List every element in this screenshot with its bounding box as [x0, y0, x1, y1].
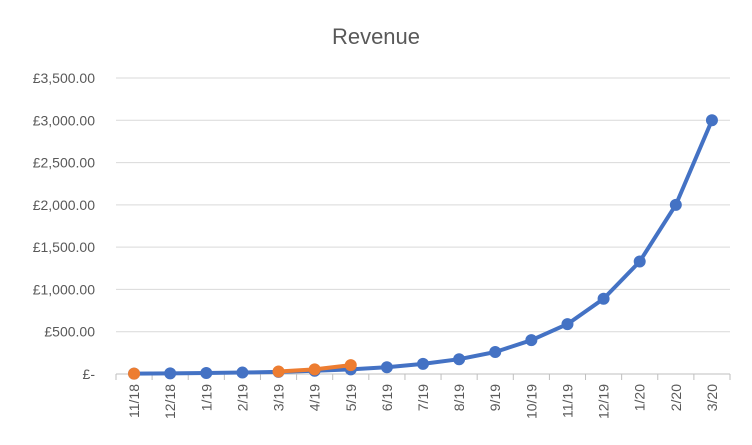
- x-tick-label: 7/19: [415, 384, 431, 411]
- data-point: [561, 318, 574, 331]
- data-point: [308, 363, 321, 376]
- x-tick-label: 2/19: [234, 384, 250, 411]
- x-tick-label: 3/19: [271, 384, 287, 411]
- data-point: [164, 367, 177, 380]
- data-point: [417, 357, 429, 370]
- x-tick-label: 10/19: [523, 384, 539, 419]
- data-series: [128, 114, 718, 380]
- y-tick-label: £2,000.00: [33, 197, 95, 213]
- x-tick-label: 1/20: [632, 384, 648, 411]
- y-axis-tick-labels: £- £500.00 £1,000.00 £1,500.00 £2,000.00 £2,5…: [33, 70, 96, 382]
- data-point: [597, 292, 610, 305]
- x-tick-label: 3/20: [704, 384, 720, 411]
- series-0: [128, 114, 718, 380]
- series-1: [128, 359, 357, 380]
- data-point: [669, 198, 682, 211]
- y-tick-label: £1,000.00: [33, 281, 95, 297]
- y-tick-label: £2,500.00: [33, 155, 95, 171]
- y-tick-label: £500.00: [44, 324, 95, 340]
- data-point: [705, 114, 718, 127]
- x-tick-label: 1/19: [198, 384, 214, 411]
- x-tick-label: 4/19: [307, 384, 323, 411]
- data-point: [128, 367, 141, 380]
- x-tick-label: 11/19: [559, 384, 575, 418]
- gridlines: [116, 77, 730, 333]
- data-point: [272, 365, 285, 378]
- data-point: [453, 353, 466, 366]
- x-tick-label: 11/18: [126, 384, 142, 418]
- x-tick-label: 6/19: [379, 384, 395, 411]
- data-point: [380, 361, 393, 374]
- x-tick-label: 9/19: [487, 384, 503, 411]
- x-tick-label: 12/19: [596, 384, 612, 419]
- x-tick-label: 8/19: [451, 384, 467, 411]
- data-point: [633, 255, 646, 268]
- y-tick-label: £3,000.00: [33, 112, 95, 128]
- data-point: [236, 366, 249, 379]
- data-point: [525, 334, 538, 347]
- y-tick-label: £1,500.00: [33, 239, 95, 255]
- y-tick-label: £3,500.00: [33, 70, 95, 86]
- x-axis-tick-labels: 11/18 12/18 1/19 2/19 3/19 4/19 5/19 6/19 7/19 8/…: [115, 374, 731, 419]
- x-tick-label: 12/18: [162, 384, 178, 419]
- y-tick-label: £-: [83, 366, 96, 382]
- data-point: [200, 366, 213, 379]
- x-tick-label: 5/19: [343, 384, 359, 411]
- data-point: [344, 359, 357, 372]
- data-point: [489, 346, 502, 359]
- chart-title: Revenue: [332, 24, 420, 49]
- x-tick-label: 2/20: [668, 384, 684, 411]
